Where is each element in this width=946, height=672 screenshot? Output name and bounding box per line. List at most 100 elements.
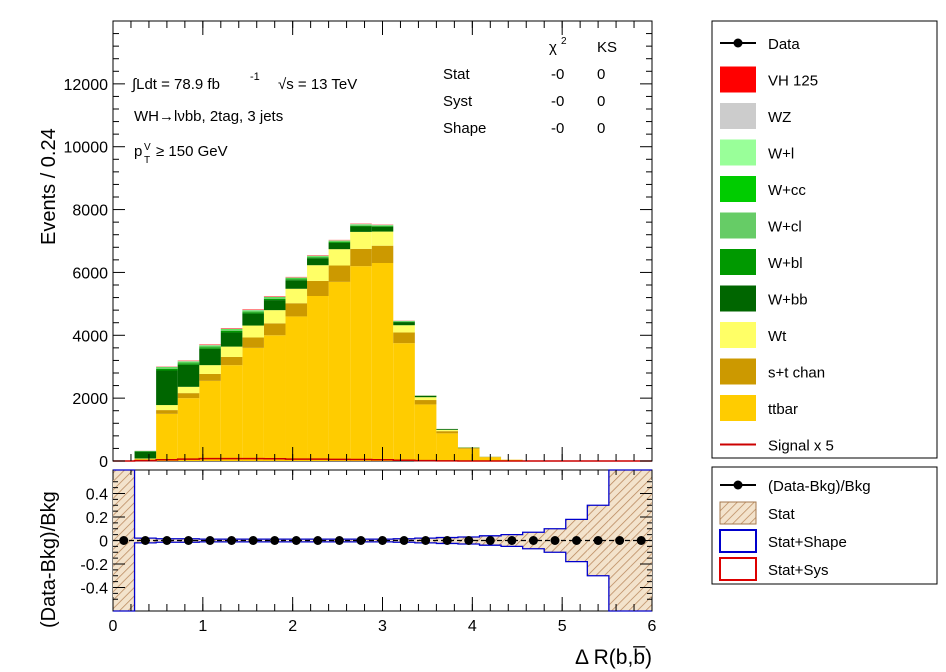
y-tick-label: 12000 xyxy=(64,77,109,94)
y-tick-label: 8000 xyxy=(72,203,108,220)
legend-label: Stat+Shape xyxy=(768,534,847,551)
bar-segment xyxy=(177,393,200,399)
bar-segment xyxy=(242,311,264,313)
bar-segment xyxy=(371,231,394,246)
legend-ratio-box xyxy=(711,466,938,585)
bar-segment xyxy=(156,368,178,371)
bar-segment xyxy=(285,280,308,289)
ratio-point xyxy=(399,536,409,545)
bar-segment xyxy=(220,329,243,331)
ratio-point xyxy=(183,536,193,545)
bar-segment xyxy=(263,300,286,311)
ratio-point xyxy=(205,536,215,545)
stats-row-chi2: -0 xyxy=(551,66,564,83)
bar-segment xyxy=(307,258,329,266)
legend-color-swatch xyxy=(720,249,756,275)
bar-segment xyxy=(371,226,394,232)
bar-segment xyxy=(177,398,200,461)
ratio-point xyxy=(356,536,366,545)
ratio-point xyxy=(334,536,344,545)
bar-segment xyxy=(436,433,458,461)
bar-segment xyxy=(220,356,243,366)
x-tick-label: 3 xyxy=(378,618,387,635)
bar-segment xyxy=(436,431,458,434)
ratio-y-tick-label: 0.2 xyxy=(86,510,108,527)
bar-segment xyxy=(307,265,329,281)
bar-segment xyxy=(242,337,264,348)
x-tick-label: 6 xyxy=(648,618,657,635)
legend-label: s+t chan xyxy=(768,365,825,382)
bar-segment xyxy=(307,256,329,258)
legend-color-swatch xyxy=(720,322,756,348)
ratio-point xyxy=(464,536,474,545)
stats-row-chi2: -0 xyxy=(551,120,564,137)
bar-segment xyxy=(263,297,286,299)
stats-row-chi2: -0 xyxy=(551,93,564,110)
legend-label: W+bb xyxy=(768,292,808,309)
ratio-point xyxy=(528,536,538,545)
stats-header-chi2: χ xyxy=(549,39,557,56)
bar-segment xyxy=(199,373,221,381)
bar-segment xyxy=(414,395,437,398)
bar-segment xyxy=(414,397,437,401)
bar-segment xyxy=(307,257,329,259)
bar-segment xyxy=(134,451,157,459)
ratio-y-tick-label: -0.4 xyxy=(80,581,108,598)
bar-segment xyxy=(328,241,351,242)
lumi-exponent: -1 xyxy=(250,71,260,83)
bar-segment xyxy=(328,242,351,250)
bar-segment xyxy=(436,429,458,432)
bar-segment xyxy=(263,335,286,461)
bar-segment xyxy=(371,245,394,263)
ratio-y-tick-label: -0.2 xyxy=(80,557,108,574)
bar-segment xyxy=(177,361,200,363)
legend-color-swatch xyxy=(720,139,756,166)
ratio-y-tick-label: 0 xyxy=(99,534,108,551)
cut-label-p: p xyxy=(134,143,142,160)
bar-segment xyxy=(350,225,372,226)
bar-segment xyxy=(350,231,372,249)
ratio-point xyxy=(162,536,172,545)
ratio-point xyxy=(140,536,150,545)
stats-row-ks: 0 xyxy=(597,120,605,137)
ratio-point xyxy=(291,536,301,545)
bar-segment xyxy=(328,265,351,282)
legend-label: W+cc xyxy=(768,182,806,199)
bar-segment xyxy=(177,364,200,387)
legend-ratio: (Data-Bkg)/Bkg Stat Stat+Shape Stat+Sys xyxy=(719,478,871,581)
bar-segment xyxy=(328,281,351,461)
bar-segment xyxy=(156,410,178,414)
legend-color-swatch xyxy=(720,103,756,129)
legend-color-swatch xyxy=(720,66,756,93)
ratio-point xyxy=(313,536,323,545)
legend-marker xyxy=(733,480,743,490)
ratio-point xyxy=(615,536,625,545)
ratio-point xyxy=(227,536,237,545)
bar-segment xyxy=(350,248,372,267)
bar-segment xyxy=(328,241,351,243)
y-tick-label: 0 xyxy=(99,454,108,471)
bar-segment xyxy=(285,303,308,317)
bar-segment xyxy=(263,298,286,301)
y-tick-label: 2000 xyxy=(72,391,108,408)
bar-segment xyxy=(220,330,243,333)
x-tick-label: 4 xyxy=(468,618,477,635)
ratio-y-tick-label: 0.4 xyxy=(86,487,108,504)
legend-marker xyxy=(733,38,743,48)
bar-segment xyxy=(156,413,178,461)
y-tick-label: 6000 xyxy=(72,265,108,282)
ratio-point xyxy=(378,536,387,545)
legend-label: Data xyxy=(768,36,800,53)
legend-color-swatch xyxy=(720,395,756,421)
channel-label: WH→lνbb, 2tag, 3 jets xyxy=(134,108,283,125)
ratio-y-axis-title: (Data-Bkg)/Bkg xyxy=(38,491,60,628)
bar-segment xyxy=(156,367,178,369)
x-tick-label: 0 xyxy=(109,618,118,635)
legend-label: ttbar xyxy=(768,401,798,418)
legend-label: (Data-Bkg)/Bkg xyxy=(768,478,871,495)
ratio-point xyxy=(248,536,258,545)
bar-segment xyxy=(285,288,308,304)
ratio-point xyxy=(593,536,603,545)
